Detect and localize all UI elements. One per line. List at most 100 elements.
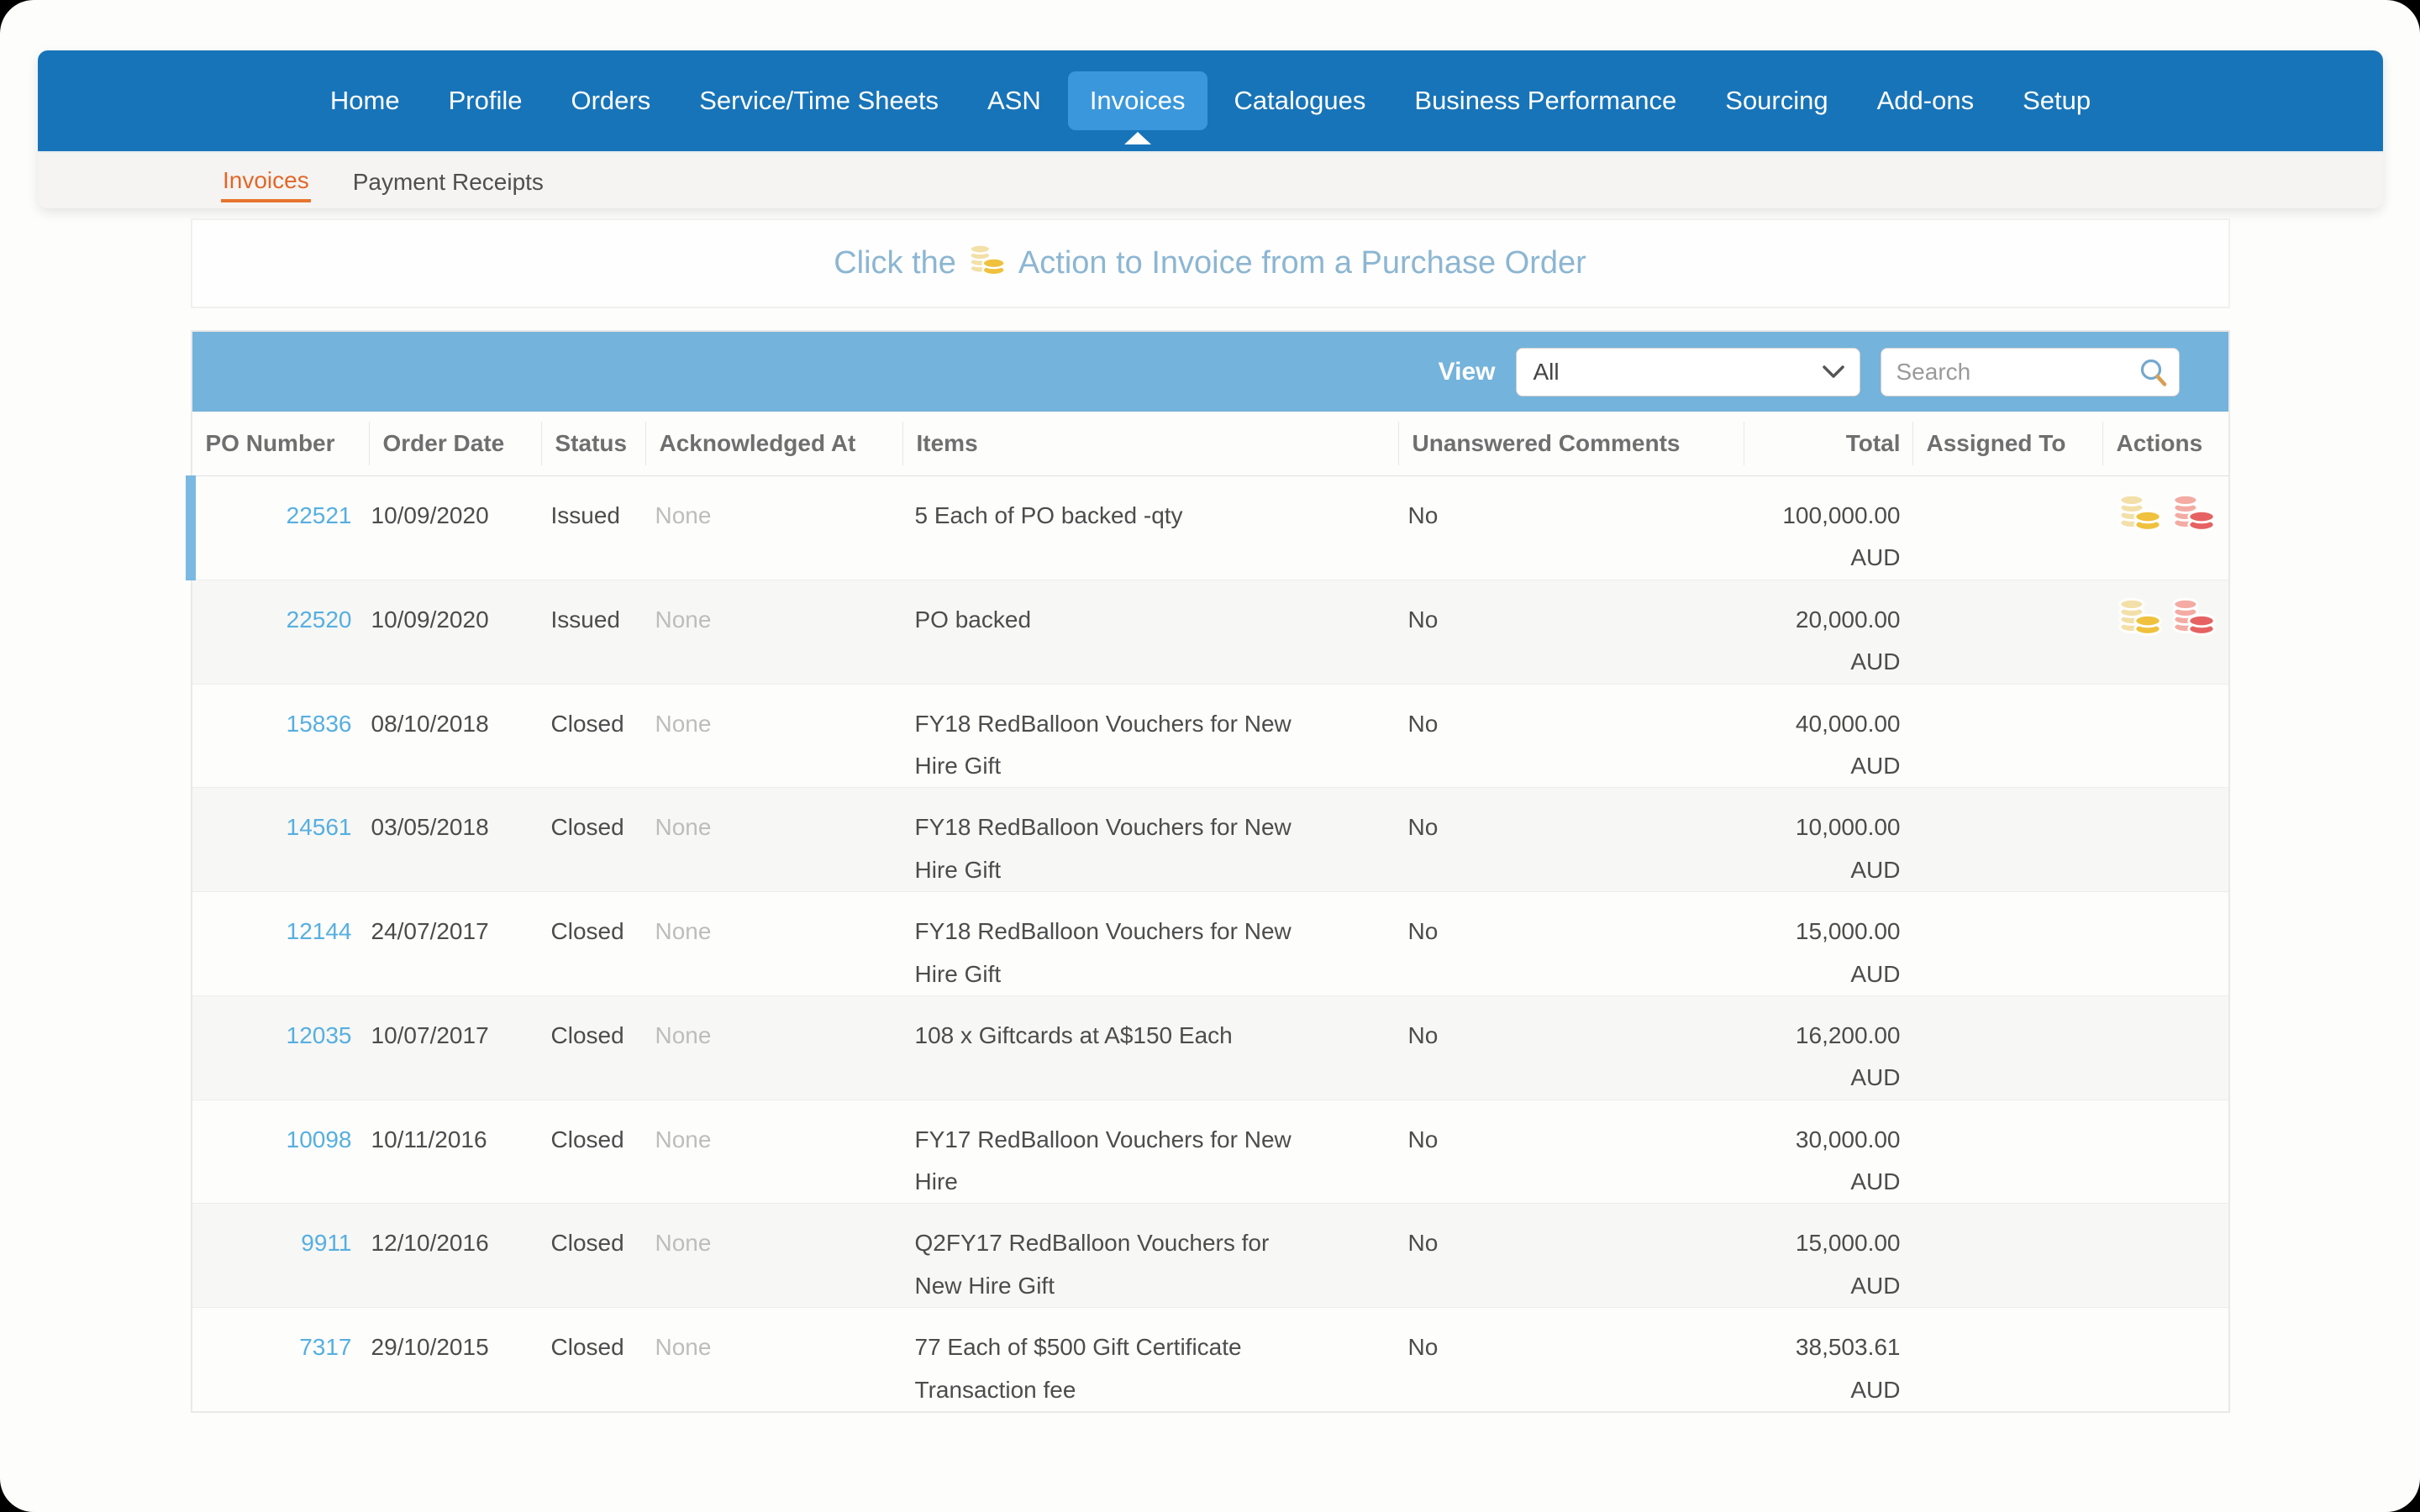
create-credit-note-icon[interactable] — [2171, 491, 2217, 580]
po-number-cell: 22520 — [192, 580, 369, 684]
po-number-cell: 12035 — [192, 996, 369, 1100]
unanswered-comments: No — [1407, 1334, 1439, 1361]
nav-item-add-ons[interactable]: Add-ons — [1876, 86, 1975, 115]
total-currency: AUD — [1850, 648, 1901, 675]
search-box — [1880, 347, 2180, 396]
unanswered-comments: No — [1407, 1230, 1439, 1257]
nav-item-sourcing[interactable]: Sourcing — [1725, 86, 1828, 115]
view-select-value: All — [1533, 358, 1560, 385]
create-invoice-icon[interactable] — [2118, 596, 2163, 684]
column-header-total[interactable]: Total — [1743, 422, 1912, 465]
total-amount: 20,000.00 AUD — [1744, 580, 1912, 684]
total-currency: AUD — [1850, 752, 1901, 779]
chevron-down-icon — [1822, 365, 1844, 378]
total-currency: AUD — [1850, 544, 1901, 571]
order-date: 12/10/2016 — [371, 1230, 489, 1257]
po-number-link[interactable]: 7317 — [299, 1334, 352, 1361]
acknowledged-at: None — [655, 1334, 712, 1361]
invoice-hint-banner: Click the Action to Invoice from a Purch… — [190, 218, 2230, 308]
total-currency: AUD — [1850, 1376, 1901, 1403]
table-body: 22521 10/09/2020 Issued None 5 Each of PO ba… — [185, 475, 2228, 1412]
order-date: 08/10/2018 — [371, 710, 489, 737]
unanswered-comments: No — [1407, 1021, 1439, 1048]
column-header-items[interactable]: Items — [902, 422, 1398, 465]
status: Closed — [550, 814, 624, 841]
acknowledged-at: None — [655, 1230, 712, 1257]
nav-item-service-time-sheets[interactable]: Service/Time Sheets — [699, 86, 939, 115]
nav-item-invoices[interactable]: Invoices — [1067, 71, 1207, 130]
column-header-acknowledged-at[interactable]: Acknowledged At — [644, 422, 902, 465]
total-value: 40,000.00 — [1795, 710, 1901, 737]
unanswered-comments: No — [1407, 606, 1439, 633]
assigned-to — [1912, 580, 2102, 684]
po-number-link[interactable]: 15836 — [286, 710, 352, 737]
po-number-link[interactable]: 22520 — [286, 606, 352, 633]
status: Closed — [550, 1021, 624, 1048]
nav-item-business-performance[interactable]: Business Performance — [1414, 86, 1677, 115]
total-value: 10,000.00 — [1795, 814, 1901, 841]
actions-cell — [2102, 476, 2228, 580]
table-header-row: PO Number Order Date Status Acknowledged At… — [192, 412, 2228, 476]
po-number-link[interactable]: 14561 — [286, 814, 352, 841]
column-header-order-date[interactable]: Order Date — [368, 422, 541, 465]
search-icon[interactable] — [2139, 358, 2169, 388]
po-number-link[interactable]: 9911 — [301, 1230, 352, 1257]
po-number-cell: 7317 — [192, 1308, 369, 1411]
column-header-status[interactable]: Status — [540, 422, 645, 465]
po-number-link[interactable]: 10098 — [286, 1126, 352, 1152]
total-value: 15,000.00 — [1795, 1230, 1901, 1257]
po-number-cell: 22521 — [192, 476, 369, 580]
sub-nav: Invoices Payment Receipts — [38, 151, 2383, 208]
search-input[interactable] — [1881, 348, 2179, 396]
po-number-cell: 15836 — [192, 685, 369, 788]
table-toolbar: View All — [192, 332, 2228, 412]
order-date: 10/11/2016 — [371, 1126, 487, 1152]
table-row: 14561 03/05/2018 Closed None FY18 RedBalloon… — [192, 788, 2228, 893]
acknowledged-at: None — [655, 918, 712, 945]
unanswered-comments: No — [1407, 1126, 1439, 1152]
status: Closed — [550, 710, 624, 737]
total-amount: 10,000.00 AUD — [1744, 788, 1912, 891]
po-number-link[interactable]: 12144 — [286, 918, 352, 945]
column-header-po-number[interactable]: PO Number — [205, 430, 335, 456]
po-number-cell: 12144 — [192, 892, 369, 995]
nav-item-home[interactable]: Home — [329, 86, 400, 115]
assigned-to — [1912, 1308, 2102, 1411]
total-amount: 40,000.00 AUD — [1744, 685, 1912, 788]
column-header-assigned-to[interactable]: Assigned To — [1912, 422, 2102, 465]
create-credit-note-icon[interactable] — [2171, 596, 2217, 684]
total-amount: 30,000.00 AUD — [1744, 1100, 1912, 1204]
actions-cell — [2102, 996, 2228, 1100]
banner-text-prefix: Click the — [834, 245, 956, 281]
subnav-item-payment-receipts[interactable]: Payment Receipts — [352, 169, 544, 195]
po-number-link[interactable]: 22521 — [286, 502, 352, 528]
nav-item-catalogues[interactable]: Catalogues — [1234, 86, 1366, 115]
nav-item-setup[interactable]: Setup — [2023, 86, 2091, 115]
column-header-actions[interactable]: Actions — [2102, 422, 2228, 465]
items-description: 77 Each of $500 Gift Certificate Transac… — [914, 1334, 1242, 1403]
acknowledged-at: None — [655, 710, 712, 737]
order-date: 03/05/2018 — [371, 814, 489, 841]
status: Issued — [550, 502, 621, 528]
actions-cell — [2102, 1204, 2228, 1307]
nav-item-asn[interactable]: ASN — [987, 86, 1041, 115]
items-description: 108 x Giftcards at A$150 Each — [914, 1021, 1233, 1048]
nav-item-profile[interactable]: Profile — [448, 86, 523, 115]
nav-item-orders[interactable]: Orders — [571, 86, 651, 115]
status: Closed — [550, 1230, 624, 1257]
create-invoice-icon[interactable] — [2118, 491, 2163, 580]
order-date: 10/09/2020 — [371, 606, 489, 633]
status: Issued — [550, 606, 621, 633]
column-header-unanswered-comments[interactable]: Unanswered Comments — [1397, 422, 1744, 465]
po-number-link[interactable]: 12035 — [286, 1021, 352, 1048]
subnav-item-invoices[interactable]: Invoices — [221, 159, 311, 202]
assigned-to — [1912, 996, 2102, 1100]
main-content: Click the Action to Invoice from a Purch… — [0, 208, 2420, 1414]
assigned-to — [1912, 892, 2102, 995]
total-amount: 15,000.00 AUD — [1744, 1204, 1912, 1307]
items-description: FY18 RedBalloon Vouchers for New Hire Gi… — [914, 918, 1292, 987]
assigned-to — [1912, 476, 2102, 580]
order-date: 24/07/2017 — [371, 918, 489, 945]
view-select[interactable]: All — [1515, 347, 1860, 396]
